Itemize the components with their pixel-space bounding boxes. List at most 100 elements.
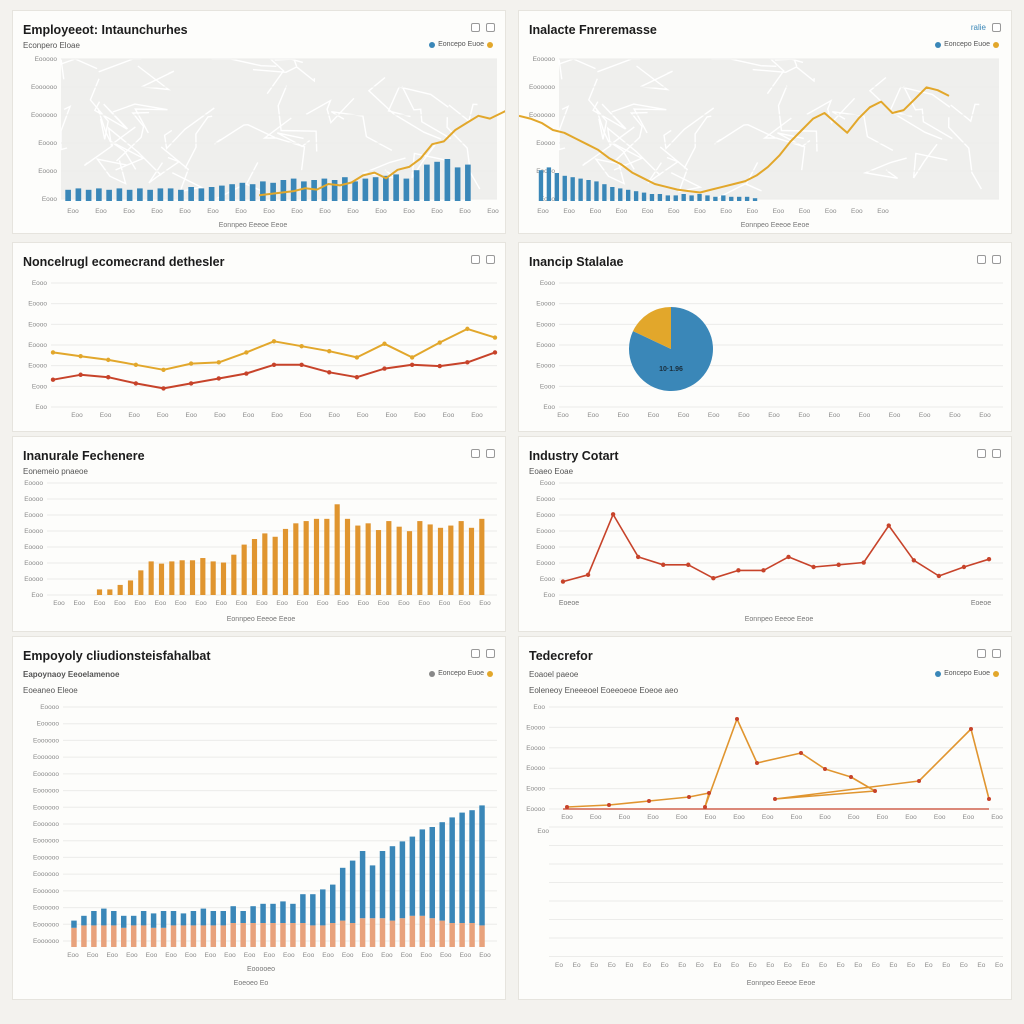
y-tick-label: Eoooo <box>28 301 47 308</box>
expand-icon[interactable] <box>992 449 1001 458</box>
y-tick-label: Eooo <box>540 480 556 487</box>
x-tick-label: Eoo <box>705 814 717 821</box>
x-tick-label: Eoo <box>73 600 85 607</box>
bar-segment-orange <box>81 925 87 947</box>
bar <box>633 191 639 201</box>
bar <box>465 164 471 201</box>
y-tick-label: Eoooooo <box>33 854 59 861</box>
x-tick-label: Eoo <box>619 814 631 821</box>
panel-inanurale: Inanurale Fechenere Eonemeio pnaeoe Eonn… <box>12 436 506 632</box>
map-road <box>762 117 806 171</box>
chart-legend: Eoncepo Euoe <box>429 670 493 677</box>
series-line-gold-point <box>161 367 166 372</box>
map-road <box>647 156 680 184</box>
x-tick-label: Eoo <box>848 814 860 821</box>
bar <box>179 560 185 595</box>
x-axis-label: Eooooeo <box>247 966 275 973</box>
bar <box>282 528 289 595</box>
export-icon[interactable] <box>977 449 986 458</box>
bar-segment-blue <box>290 903 296 923</box>
series-line-point <box>565 805 569 809</box>
y-tick-label: Eoooo <box>536 321 555 328</box>
expand-icon[interactable] <box>486 23 495 32</box>
series-line-gold-point <box>133 362 139 368</box>
export-icon[interactable] <box>471 449 480 458</box>
x-tick-label: Eoo <box>243 412 255 419</box>
bar-segment-blue <box>180 913 187 926</box>
bar-segment-blue <box>280 901 286 923</box>
export-icon[interactable] <box>471 255 480 264</box>
bar <box>355 525 361 595</box>
bar-segment-blue <box>349 860 356 923</box>
bar <box>137 188 143 201</box>
series-line-point <box>886 523 891 528</box>
bar <box>324 518 330 595</box>
bar-segment-blue <box>310 894 316 926</box>
x-tick-label: Eoo <box>155 600 167 607</box>
bar-segment-orange <box>200 925 207 947</box>
chart-employment-infrastructure: Eonnpeo Eeeoe Eeoe Eooo Eoooo Eoooo Eoooooo… <box>31 56 505 229</box>
expand-icon[interactable] <box>486 649 495 658</box>
map-road <box>862 157 907 179</box>
x-tick-label: Eo <box>766 962 774 969</box>
bar <box>649 194 655 201</box>
bar-segment-orange <box>280 923 286 947</box>
x-tick-label: Eoo <box>459 600 471 607</box>
map-road <box>587 78 608 140</box>
x-tick-label: Eoo <box>357 412 369 419</box>
bar <box>334 504 340 595</box>
series-line-gold-point <box>465 326 470 332</box>
panel-actions: ralie <box>971 23 1001 32</box>
bar <box>138 570 144 595</box>
pie-slice-gold <box>633 307 671 349</box>
map-road <box>558 58 596 80</box>
bar <box>594 181 599 201</box>
bar-segment-blue <box>190 911 197 926</box>
expand-icon[interactable] <box>992 255 1001 264</box>
x-tick-label: Eoo <box>459 208 471 215</box>
y-tick-label: Eoooo <box>24 544 43 551</box>
bar-segment-orange <box>230 923 236 947</box>
export-icon[interactable] <box>992 23 1001 32</box>
map-road <box>148 156 181 184</box>
bar-segment-orange <box>449 923 455 947</box>
series-line-red-point <box>327 370 332 375</box>
x-tick-label: Eoo <box>642 208 654 215</box>
y-tick-label: Eoooo <box>24 480 43 487</box>
bar-segment-blue <box>160 911 167 928</box>
x-tick-label: Eoo <box>146 952 158 959</box>
series-line-gold-point <box>382 341 387 346</box>
series-line-point <box>836 562 841 567</box>
bar-segment-orange <box>220 925 226 947</box>
series-line-point <box>811 564 816 570</box>
x-axis-label: Eonnpeo Eeeoe Eeoe <box>741 222 810 229</box>
export-icon[interactable] <box>977 255 986 264</box>
x-tick-label: Eoo <box>361 952 373 959</box>
map-road <box>95 158 127 185</box>
x-tick-label: Eo <box>784 962 792 969</box>
series-line-point <box>707 791 711 795</box>
series-line-point <box>703 805 707 809</box>
x-tick-label: Eoo <box>151 208 163 215</box>
export-icon[interactable] <box>977 649 986 658</box>
expand-icon[interactable] <box>992 649 1001 658</box>
export-icon[interactable] <box>471 649 480 658</box>
y-tick-label: Eooo <box>32 280 48 287</box>
expand-icon[interactable] <box>486 449 495 458</box>
export-icon[interactable] <box>471 23 480 32</box>
expand-icon[interactable] <box>486 255 495 264</box>
map-road <box>912 143 948 179</box>
bar <box>157 188 164 201</box>
series-line-point <box>647 799 651 803</box>
map-road <box>112 103 168 134</box>
map-road <box>614 111 648 162</box>
bar <box>344 518 351 595</box>
panel-top-right-link[interactable]: ralie <box>970 23 986 32</box>
y-tick-label: Eoooooo <box>33 938 59 945</box>
legend-dot-grey <box>429 670 436 677</box>
map-road <box>831 111 894 152</box>
x-axis-label: Eonnpeo Eeeoe Eeoe <box>227 616 296 623</box>
series-line-point <box>735 717 739 721</box>
y-tick-label: Eoooo <box>526 786 545 793</box>
bar <box>578 178 583 201</box>
